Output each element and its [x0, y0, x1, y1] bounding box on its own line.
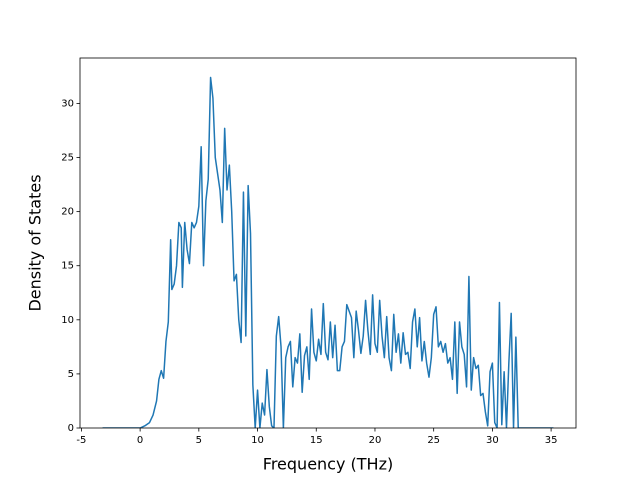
y-axis-label: Density of States — [26, 174, 45, 311]
y-tick-label: 15 — [61, 261, 74, 272]
x-tick-label: 35 — [545, 435, 558, 446]
line-series — [102, 76, 554, 428]
x-tick-label: 15 — [310, 435, 323, 446]
x-tick-label: 20 — [369, 435, 382, 446]
y-tick-label: 30 — [61, 98, 74, 109]
x-tick-label: 25 — [427, 435, 440, 446]
y-tick-label: 10 — [61, 315, 74, 326]
x-tick-label: -5 — [76, 435, 86, 446]
x-tick-label: 30 — [486, 435, 499, 446]
y-tick-label: 25 — [61, 153, 74, 164]
y-tick-label: 0 — [68, 423, 74, 434]
plot-frame — [79, 57, 577, 429]
y-tick-label: 20 — [61, 207, 74, 218]
x-tick-label: 5 — [196, 435, 202, 446]
y-tick-label: 5 — [68, 369, 74, 380]
x-tick-label: 10 — [251, 435, 264, 446]
x-tick-label: 0 — [137, 435, 143, 446]
x-axis-label: Frequency (THz) — [263, 455, 393, 474]
